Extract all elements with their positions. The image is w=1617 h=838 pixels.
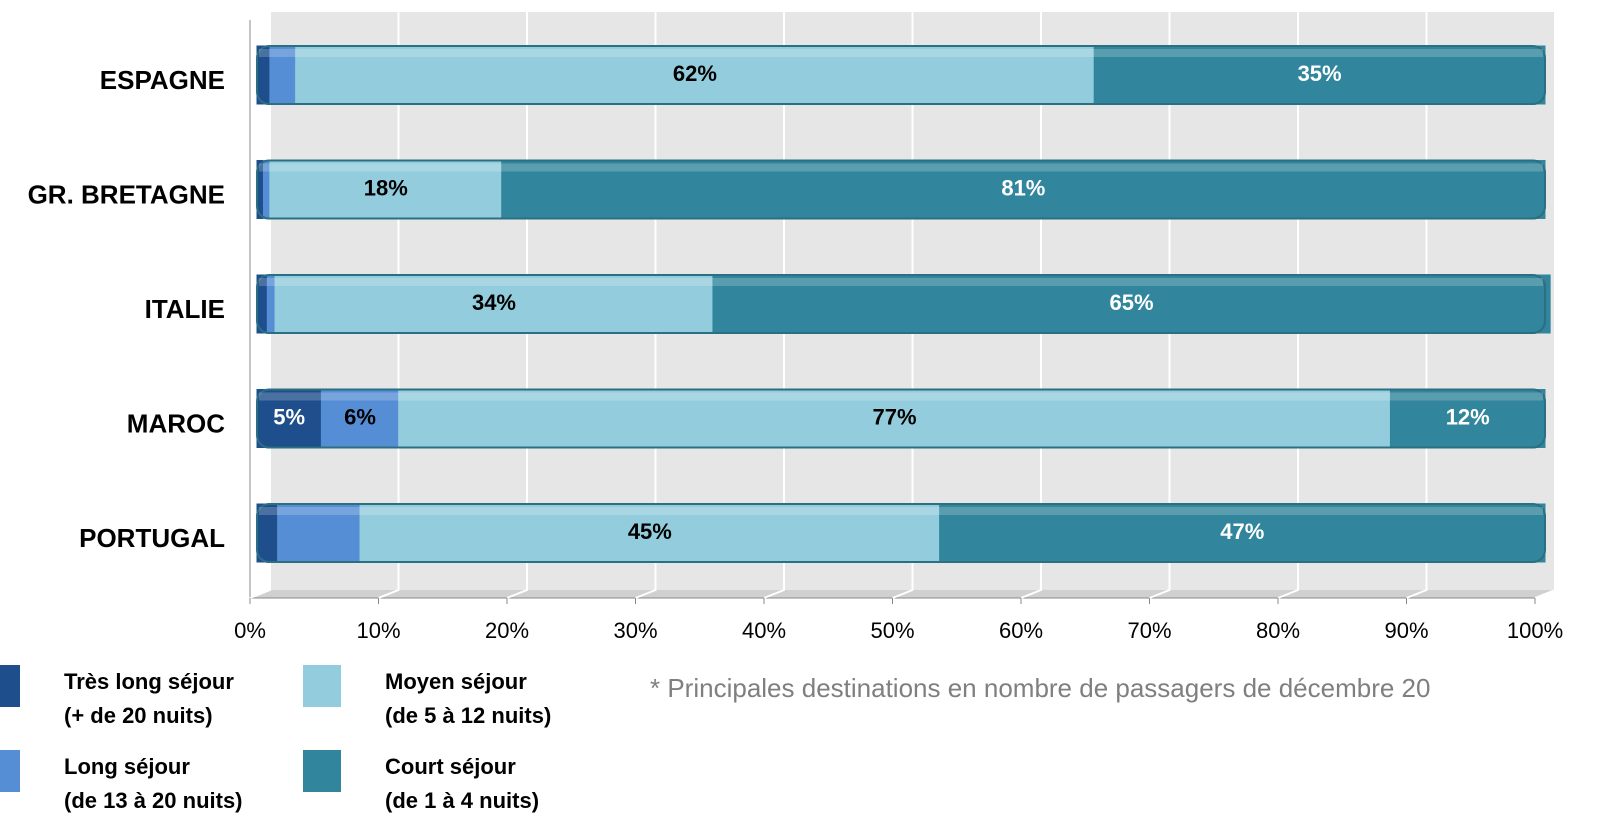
value-label: 12% [1446,404,1490,429]
legend-line: Moyen séjour [385,669,527,694]
legend-label: Court séjour (de 1 à 4 nuits) [385,754,539,813]
bar-segment [1389,389,1546,448]
bar-highlight [259,392,1543,401]
value-label: 77% [873,404,917,429]
x-tick-label: 0% [234,618,266,643]
legend-swatch [303,750,341,792]
category-label: MAROC [127,408,225,438]
legend-swatch [0,665,20,707]
x-tick-label: 10% [356,618,400,643]
value-label: 62% [673,61,717,86]
x-tick-label: 70% [1127,618,1171,643]
x-tick-label: 50% [870,618,914,643]
legend-line: (+ de 20 nuits) [64,703,213,728]
value-label: 6% [344,404,376,429]
value-label: 65% [1110,290,1154,315]
legend-swatch [0,750,20,792]
legend-line: Long séjour [64,754,190,779]
bar-outline [256,274,1546,334]
bar-outline [256,388,1546,449]
bar-highlight [259,49,1543,57]
legend-line: (de 1 à 4 nuits) [385,788,539,813]
bar-segment [320,389,400,448]
category-label: PORTUGAL [79,523,225,553]
legend-label: Long séjour (de 13 à 20 nuits) [64,754,243,813]
x-tick-label: 60% [999,618,1043,643]
value-label: 18% [364,175,408,200]
bar-outline [256,45,1546,105]
legend-line: (de 5 à 12 nuits) [385,703,551,728]
bar-highlight [259,278,1543,286]
bar-outline [256,503,1546,563]
bar-segment [277,503,361,563]
x-tick-label: 30% [613,618,657,643]
legend-swatch [303,665,341,707]
category-label: GR. BRETAGNE [28,179,225,209]
bar-highlight [259,507,1543,515]
legend-line: Très long séjour [64,669,234,694]
x-tick-label: 90% [1384,618,1428,643]
bar-segment [269,45,297,105]
bar-segment [712,274,1551,334]
annotation: * Principales destinations en nombre de … [650,673,1430,703]
legend-line: (de 13 à 20 nuits) [64,788,243,813]
category-label: ESPAGNE [100,65,225,95]
x-tick-label: 40% [742,618,786,643]
bar-outline [256,159,1546,220]
value-label: 45% [628,519,672,544]
legend-label: Très long séjour (+ de 20 nuits) [64,669,234,728]
x-tick-label: 20% [485,618,529,643]
legend-line: Court séjour [385,754,516,779]
value-label: 81% [1001,175,1045,200]
x-tick-label: 100% [1507,618,1563,643]
value-label: 34% [472,290,516,315]
bar-segment [1093,45,1546,105]
bar-segment [269,160,503,219]
bar-highlight [259,163,1543,172]
grid-line [1534,12,1556,599]
value-label: 5% [273,404,305,429]
value-label: 35% [1298,61,1342,86]
bar-segment [939,503,1546,563]
bar-segment [359,503,941,563]
bar-segment [274,274,714,334]
category-label: ITALIE [145,294,225,324]
x-tick-label: 80% [1256,618,1300,643]
legend-label: Moyen séjour (de 5 à 12 nuits) [385,669,551,728]
value-label: 47% [1220,519,1264,544]
